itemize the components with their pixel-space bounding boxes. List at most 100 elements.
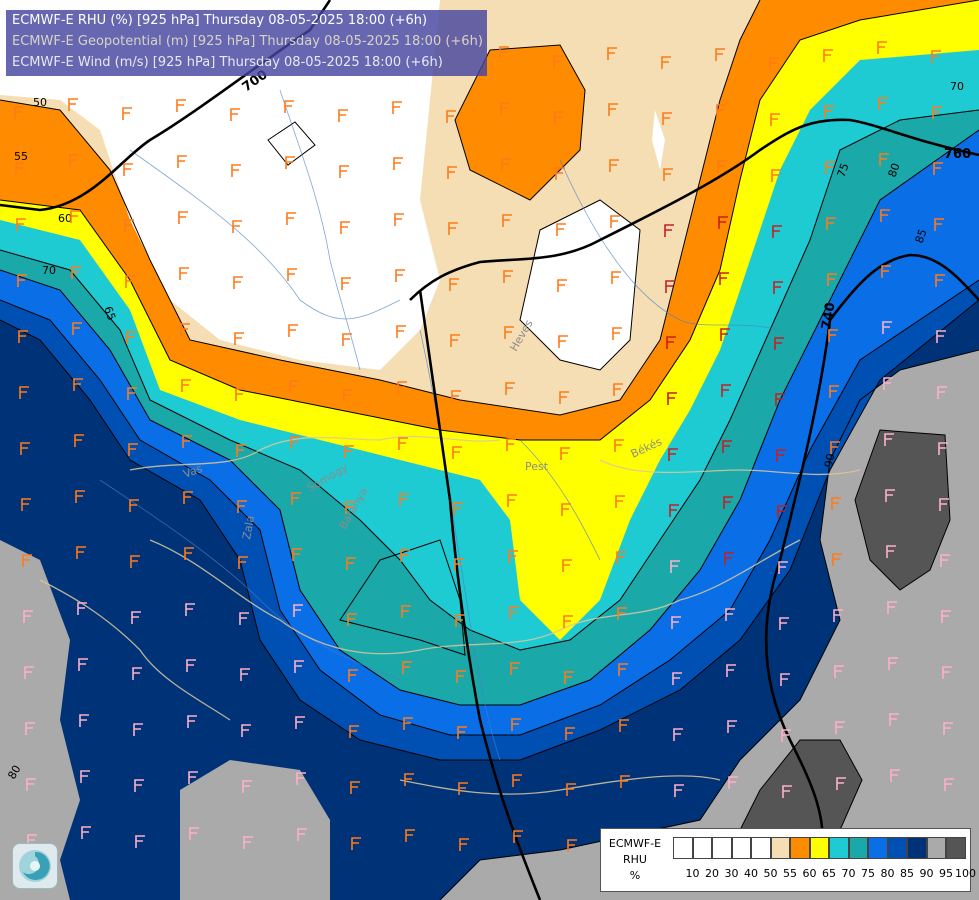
wind-barb (782, 785, 792, 798)
wind-barb (773, 281, 783, 294)
wind-barb (23, 610, 33, 623)
wind-barb (392, 101, 402, 114)
legend-tick-label: 50 (763, 867, 778, 880)
wind-barb (188, 771, 198, 784)
wind-barb (554, 111, 564, 124)
wind-barb (243, 836, 253, 849)
wind-barb (71, 266, 81, 279)
wind-barb (781, 729, 791, 742)
wind-barb (888, 657, 898, 670)
wind-barb (510, 662, 520, 675)
wind-barb (402, 661, 412, 674)
wind-barb (351, 837, 361, 850)
wind-barb (285, 156, 295, 169)
place-label-vas: Vas (182, 462, 205, 481)
wind-barb (557, 279, 567, 292)
wind-barb (889, 713, 899, 726)
wind-barb (725, 608, 735, 621)
wind-barb (178, 211, 188, 224)
wind-barb (122, 107, 132, 120)
wind-barb (769, 57, 779, 70)
wind-barb (176, 99, 186, 112)
wind-barb (79, 714, 89, 727)
wind-barb (124, 219, 134, 232)
wind-barb (668, 448, 678, 461)
legend-swatch (712, 837, 732, 859)
wind-barb (189, 827, 199, 840)
wind-barb (26, 778, 36, 791)
legend-title-line-1: ECMWF-E (608, 837, 662, 850)
wind-barb (131, 611, 141, 624)
wind-barb (181, 379, 191, 392)
wind-barb (887, 601, 897, 614)
wind-barb (673, 728, 683, 741)
wind-barb (25, 722, 35, 735)
wind-barb (234, 332, 244, 345)
legend-tick-label: 80 (880, 867, 895, 880)
wind-barb (940, 554, 950, 567)
wind-barb (401, 605, 411, 618)
wind-barb (564, 671, 574, 684)
wind-barb (240, 668, 250, 681)
wind-barb (719, 272, 729, 285)
rhu-band-100-se (740, 740, 862, 840)
wind-barb (505, 382, 515, 395)
wind-barb (346, 557, 356, 570)
rhu-label-85: 85 (913, 227, 930, 245)
wind-barb (293, 604, 303, 617)
rhu-label-90: 90 (822, 452, 837, 468)
legend-swatch (751, 837, 771, 859)
wind-barb (340, 221, 350, 234)
wind-barb (15, 162, 25, 175)
wind-barb (130, 555, 140, 568)
geopotential-740b-contour (828, 253, 979, 321)
wind-barb (671, 616, 681, 629)
wind-barb (500, 102, 510, 115)
wind-barb (22, 554, 32, 567)
legend-swatch (907, 837, 927, 859)
wind-barbs (14, 41, 954, 852)
wind-barb (935, 274, 945, 287)
wind-barb (936, 330, 946, 343)
wind-barb (829, 385, 839, 398)
wind-barb (884, 433, 894, 446)
wind-barb (672, 672, 682, 685)
rhu-label-50: 50 (33, 96, 47, 109)
wind-barb (297, 828, 307, 841)
wind-barb (715, 48, 725, 61)
wind-barb (17, 274, 27, 287)
logo-swirl-shape (19, 850, 51, 882)
wind-barb (287, 268, 297, 281)
legend-tick-label: 30 (724, 867, 739, 880)
wind-barb (665, 280, 675, 293)
wind-barb (235, 388, 245, 401)
wind-barb (457, 726, 467, 739)
wind-barb (835, 721, 845, 734)
legend-tick-label: 60 (802, 867, 817, 880)
wind-barb (446, 110, 456, 123)
wind-barb (396, 325, 406, 338)
wind-barb (75, 490, 85, 503)
wind-barb (398, 437, 408, 450)
ecmwf-swirl-icon (12, 843, 58, 889)
wind-barb (567, 839, 577, 852)
rhu-band-50-small (652, 110, 665, 170)
wind-barb (666, 336, 676, 349)
wind-barb (941, 610, 951, 623)
wind-barb (556, 223, 566, 236)
legend-swatch (673, 837, 693, 859)
wind-barb (405, 829, 415, 842)
wind-barb (502, 214, 512, 227)
wind-barb (447, 166, 457, 179)
wind-barb (399, 493, 409, 506)
legend-tick-label: 70 (841, 867, 856, 880)
wind-barb (132, 667, 142, 680)
wind-barb (836, 777, 846, 790)
wind-barb (286, 212, 296, 225)
wind-barb (823, 49, 833, 62)
legend-swatch (692, 837, 712, 859)
wind-barb (877, 41, 887, 54)
wind-barb (565, 727, 575, 740)
wind-barb (339, 165, 349, 178)
place-label-zala: Zala (240, 515, 257, 541)
